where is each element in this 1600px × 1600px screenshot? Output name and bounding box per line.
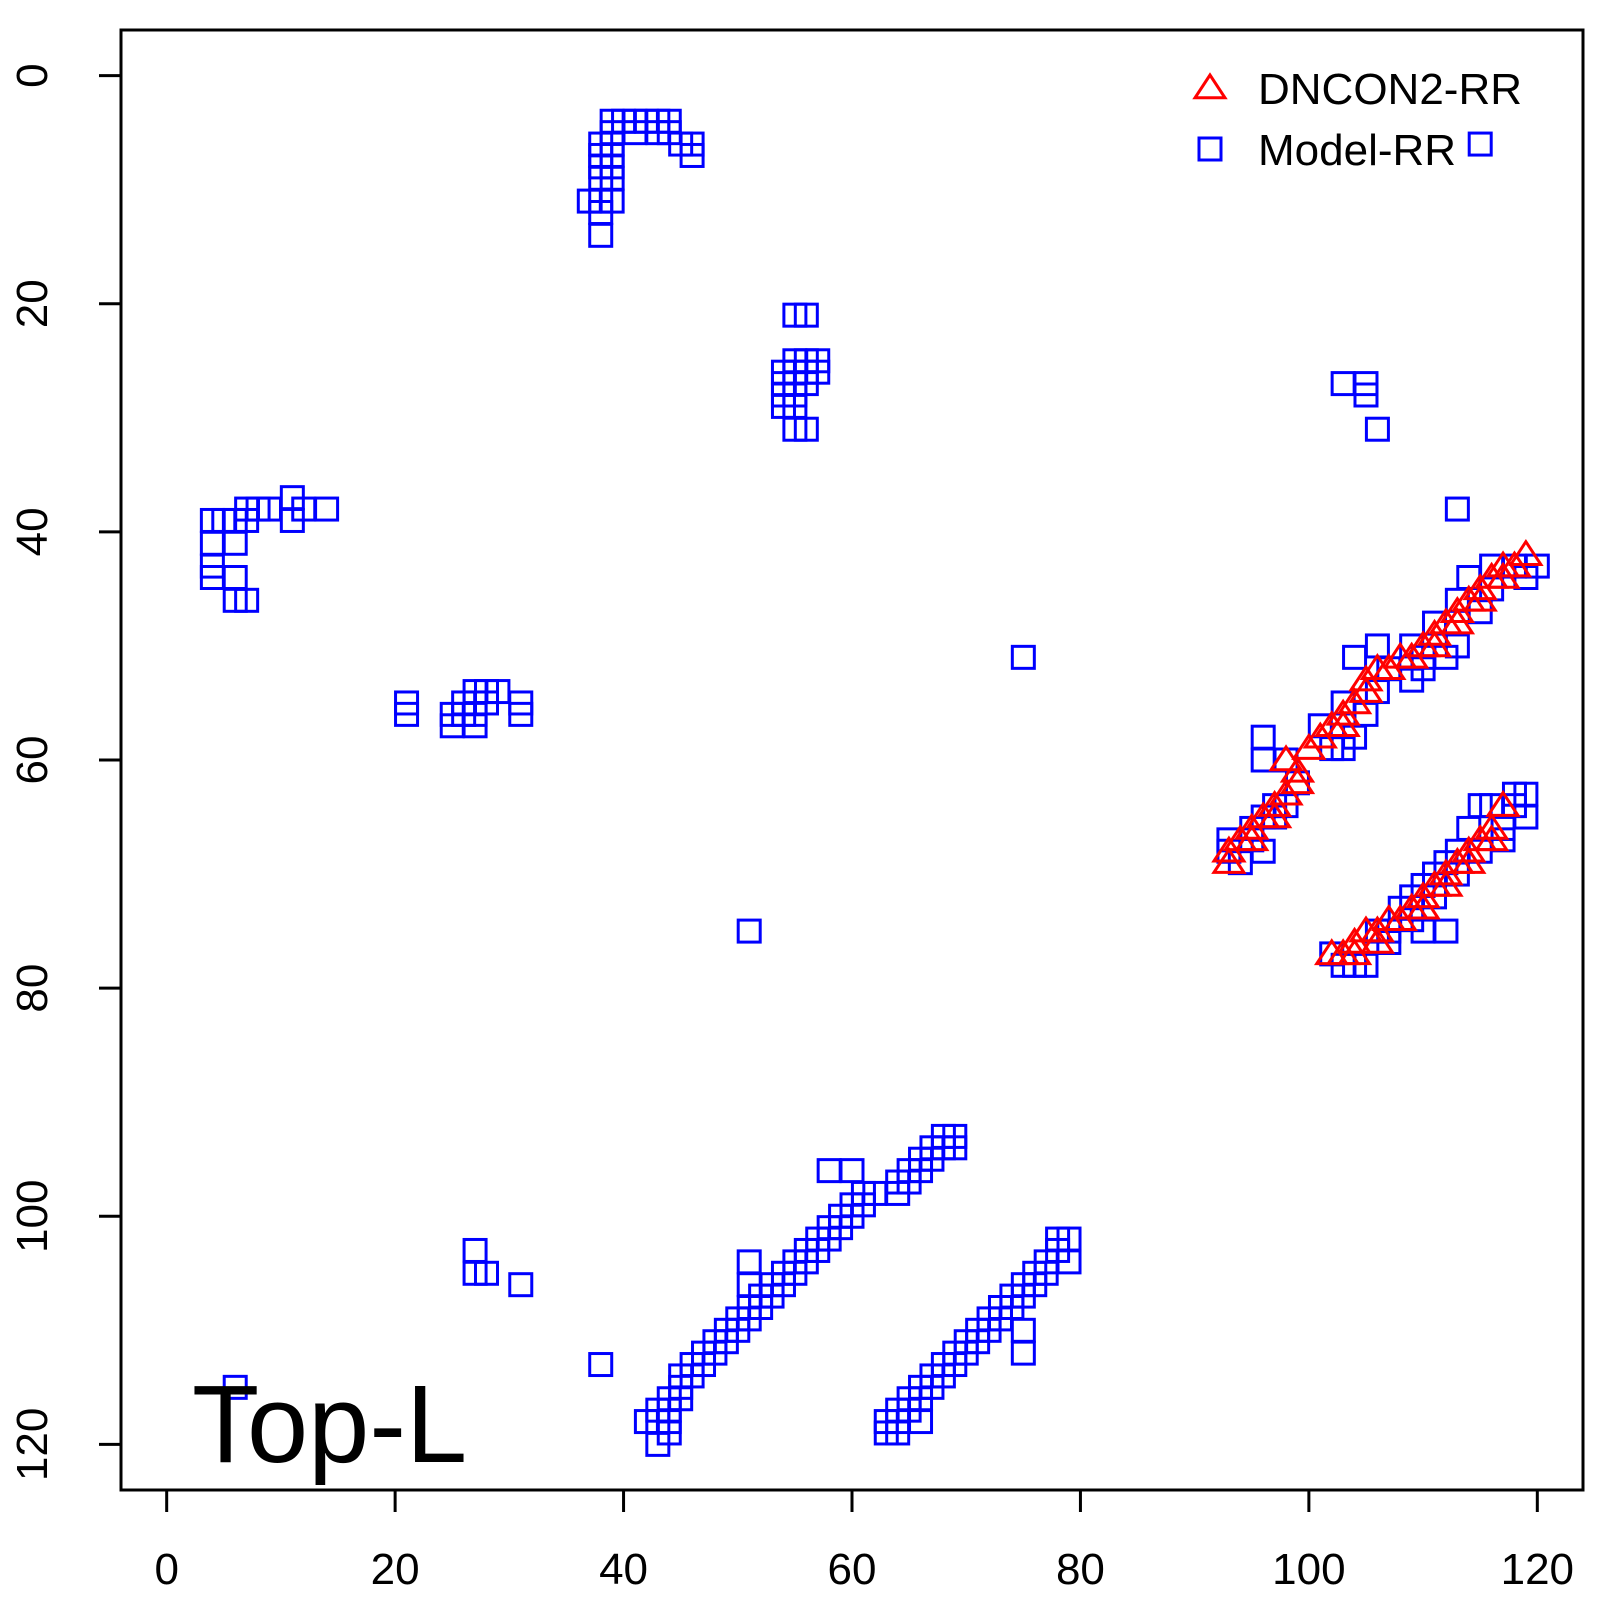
model-rr-point bbox=[908, 1409, 934, 1435]
x-tick-label: 60 bbox=[828, 1545, 877, 1594]
legend-label: Model-RR bbox=[1258, 126, 1456, 175]
model-rr-point bbox=[222, 565, 248, 590]
model-rr-point bbox=[394, 701, 420, 727]
dncon2-rr-point bbox=[1451, 846, 1487, 874]
model-rr-point bbox=[1513, 781, 1539, 807]
model-rr-point bbox=[1197, 136, 1223, 162]
model-rr-point bbox=[1330, 736, 1356, 762]
model-rr-point bbox=[508, 701, 534, 727]
model-rr-point bbox=[279, 507, 305, 533]
model-rr-point bbox=[633, 1409, 659, 1435]
y-tick-label: 60 bbox=[8, 736, 57, 785]
dncon2-rr-point bbox=[1279, 767, 1316, 795]
model-rr-point bbox=[1444, 496, 1470, 522]
model-rr-point bbox=[508, 1272, 534, 1298]
model-rr-point bbox=[314, 496, 340, 522]
y-axis: 0 20 40 60 80 100 120 bbox=[8, 63, 123, 1481]
model-rr-point bbox=[1342, 644, 1368, 670]
dncon2-rr-point bbox=[1508, 538, 1544, 566]
model-rr-point bbox=[1364, 416, 1390, 442]
model-rr-point bbox=[588, 1352, 614, 1378]
model-rr-point bbox=[736, 1272, 762, 1298]
model-rr-point bbox=[793, 416, 819, 442]
x-axis: 0 20 40 60 80 100 120 bbox=[154, 1488, 1574, 1594]
model-rr-point bbox=[816, 1158, 842, 1184]
series-dncon2-rr bbox=[1211, 538, 1544, 966]
y-tick-label: 40 bbox=[8, 507, 57, 556]
dncon2-rr-point bbox=[1359, 926, 1396, 954]
model-rr-point bbox=[199, 530, 225, 556]
y-tick-label: 100 bbox=[8, 1180, 57, 1253]
dncon2-rr-point bbox=[1462, 584, 1498, 612]
model-rr-point bbox=[668, 1386, 694, 1412]
model-rr-point bbox=[736, 1249, 762, 1275]
model-rr-point bbox=[462, 1237, 488, 1263]
x-tick-label: 100 bbox=[1272, 1545, 1345, 1594]
model-rr-point bbox=[474, 1260, 499, 1286]
y-tick-label: 80 bbox=[8, 964, 57, 1013]
model-rr-point bbox=[1250, 724, 1276, 750]
marks-layer bbox=[199, 108, 1550, 1457]
model-rr-point bbox=[1056, 1249, 1082, 1275]
legend-item: DNCON2-RR bbox=[1192, 65, 1522, 114]
dncon2-rr-point bbox=[1473, 824, 1510, 852]
model-rr-point bbox=[222, 530, 248, 556]
plot-area bbox=[119, 28, 1585, 1492]
dncon2-rr-point bbox=[1485, 561, 1521, 589]
model-rr-point bbox=[839, 1158, 865, 1184]
model-rr-point bbox=[1444, 633, 1470, 659]
dncon2-rr-point bbox=[1416, 630, 1453, 658]
model-rr-point bbox=[1433, 918, 1459, 944]
dncon2-rr-point bbox=[1256, 801, 1293, 829]
model-rr-point bbox=[222, 1374, 248, 1400]
model-rr-point bbox=[1513, 565, 1539, 590]
plot-frame bbox=[119, 28, 1585, 1492]
model-rr-point bbox=[736, 918, 762, 944]
legend: DNCON2-RR Model-RR bbox=[1192, 65, 1522, 175]
y-tick-label: 0 bbox=[8, 63, 57, 87]
model-rr-point bbox=[1467, 131, 1493, 157]
y-tick-label: 120 bbox=[8, 1408, 57, 1481]
x-tick-label: 20 bbox=[371, 1545, 420, 1594]
x-tick-label: 40 bbox=[599, 1545, 648, 1594]
model-rr-point bbox=[679, 142, 705, 168]
dncon2-rr-point bbox=[1192, 72, 1228, 100]
dncon2-rr-point bbox=[1211, 846, 1247, 874]
model-rr-point bbox=[1010, 1317, 1036, 1343]
model-rr-point bbox=[1467, 599, 1493, 625]
model-rr-point bbox=[1330, 371, 1356, 397]
model-rr-point bbox=[942, 1135, 968, 1161]
y-tick-label: 20 bbox=[8, 279, 57, 328]
model-rr-point bbox=[1010, 1340, 1036, 1366]
legend-label: DNCON2-RR bbox=[1258, 65, 1522, 114]
x-tick-label: 0 bbox=[154, 1545, 178, 1594]
dncon2-rr-point bbox=[1485, 789, 1521, 817]
model-rr-point bbox=[1010, 644, 1036, 670]
legend-item: Model-RR bbox=[1197, 126, 1456, 175]
dncon2-rr-point bbox=[1473, 812, 1510, 840]
model-rr-point bbox=[234, 587, 260, 613]
model-rr-point bbox=[588, 222, 614, 248]
dncon2-rr-point bbox=[1428, 869, 1464, 897]
model-rr-point bbox=[1353, 701, 1379, 727]
model-rr-point bbox=[1353, 952, 1379, 978]
model-rr-point bbox=[1353, 382, 1379, 408]
model-rr-point bbox=[462, 701, 488, 727]
series-model-rr bbox=[199, 108, 1550, 1457]
x-tick-label: 120 bbox=[1501, 1545, 1574, 1594]
corner-annotation: Top-L bbox=[192, 1363, 467, 1486]
x-tick-label: 80 bbox=[1056, 1545, 1105, 1594]
dncon2-rr-point bbox=[1325, 710, 1361, 738]
dncon2-rr-point bbox=[1405, 892, 1441, 920]
model-rr-point bbox=[793, 302, 819, 328]
dncon2-rr-point bbox=[1348, 664, 1384, 692]
dncon2-rr-point bbox=[1234, 824, 1270, 852]
dncon2-rr-point bbox=[1439, 607, 1476, 635]
